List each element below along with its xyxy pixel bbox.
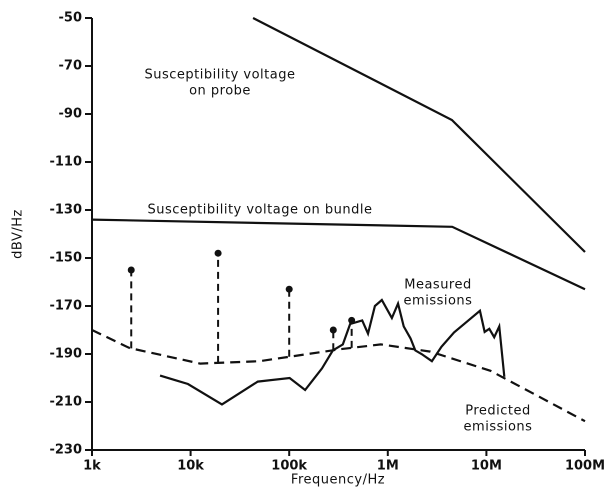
series-label: emissions	[464, 420, 533, 435]
series-label: emissions	[404, 294, 473, 309]
y-tick-label: -50	[59, 11, 83, 26]
x-tick-label: 100k	[271, 459, 307, 474]
series-label: Measured	[404, 278, 472, 293]
stem-marker	[348, 316, 356, 324]
x-tick-label: 100M	[565, 459, 605, 474]
series-line	[91, 329, 586, 423]
stem-marker	[214, 249, 222, 257]
y-tick-label: -70	[59, 59, 83, 74]
stem-marker	[127, 266, 135, 274]
series-line	[159, 298, 506, 406]
y-tick-label: -150	[49, 251, 82, 266]
y-tick-label: -130	[49, 203, 82, 218]
series-line	[252, 17, 586, 253]
series-label: Predicted	[465, 404, 531, 419]
series-label: Susceptibility voltage	[145, 68, 296, 83]
y-tick-label: -170	[49, 299, 82, 314]
y-tick-label: -90	[59, 107, 83, 122]
y-axis-label: dBV/Hz	[11, 209, 26, 259]
series-label: on probe	[189, 84, 251, 99]
y-tick-label: -230	[49, 443, 82, 458]
x-tick-label: 10k	[177, 459, 204, 474]
x-tick-label: 10M	[471, 459, 502, 474]
y-tick-label: -210	[49, 395, 82, 410]
y-tick-label: -190	[49, 347, 82, 362]
series-label: Susceptibility voltage on bundle	[147, 203, 372, 218]
x-axis-label: Frequency/Hz	[291, 473, 385, 488]
series-line	[91, 218, 586, 291]
stem-marker	[329, 326, 337, 334]
x-tick-label: 1k	[83, 459, 101, 474]
y-tick-label: -110	[49, 155, 82, 170]
x-tick-label: 1M	[377, 459, 399, 474]
stem-marker	[285, 285, 293, 293]
